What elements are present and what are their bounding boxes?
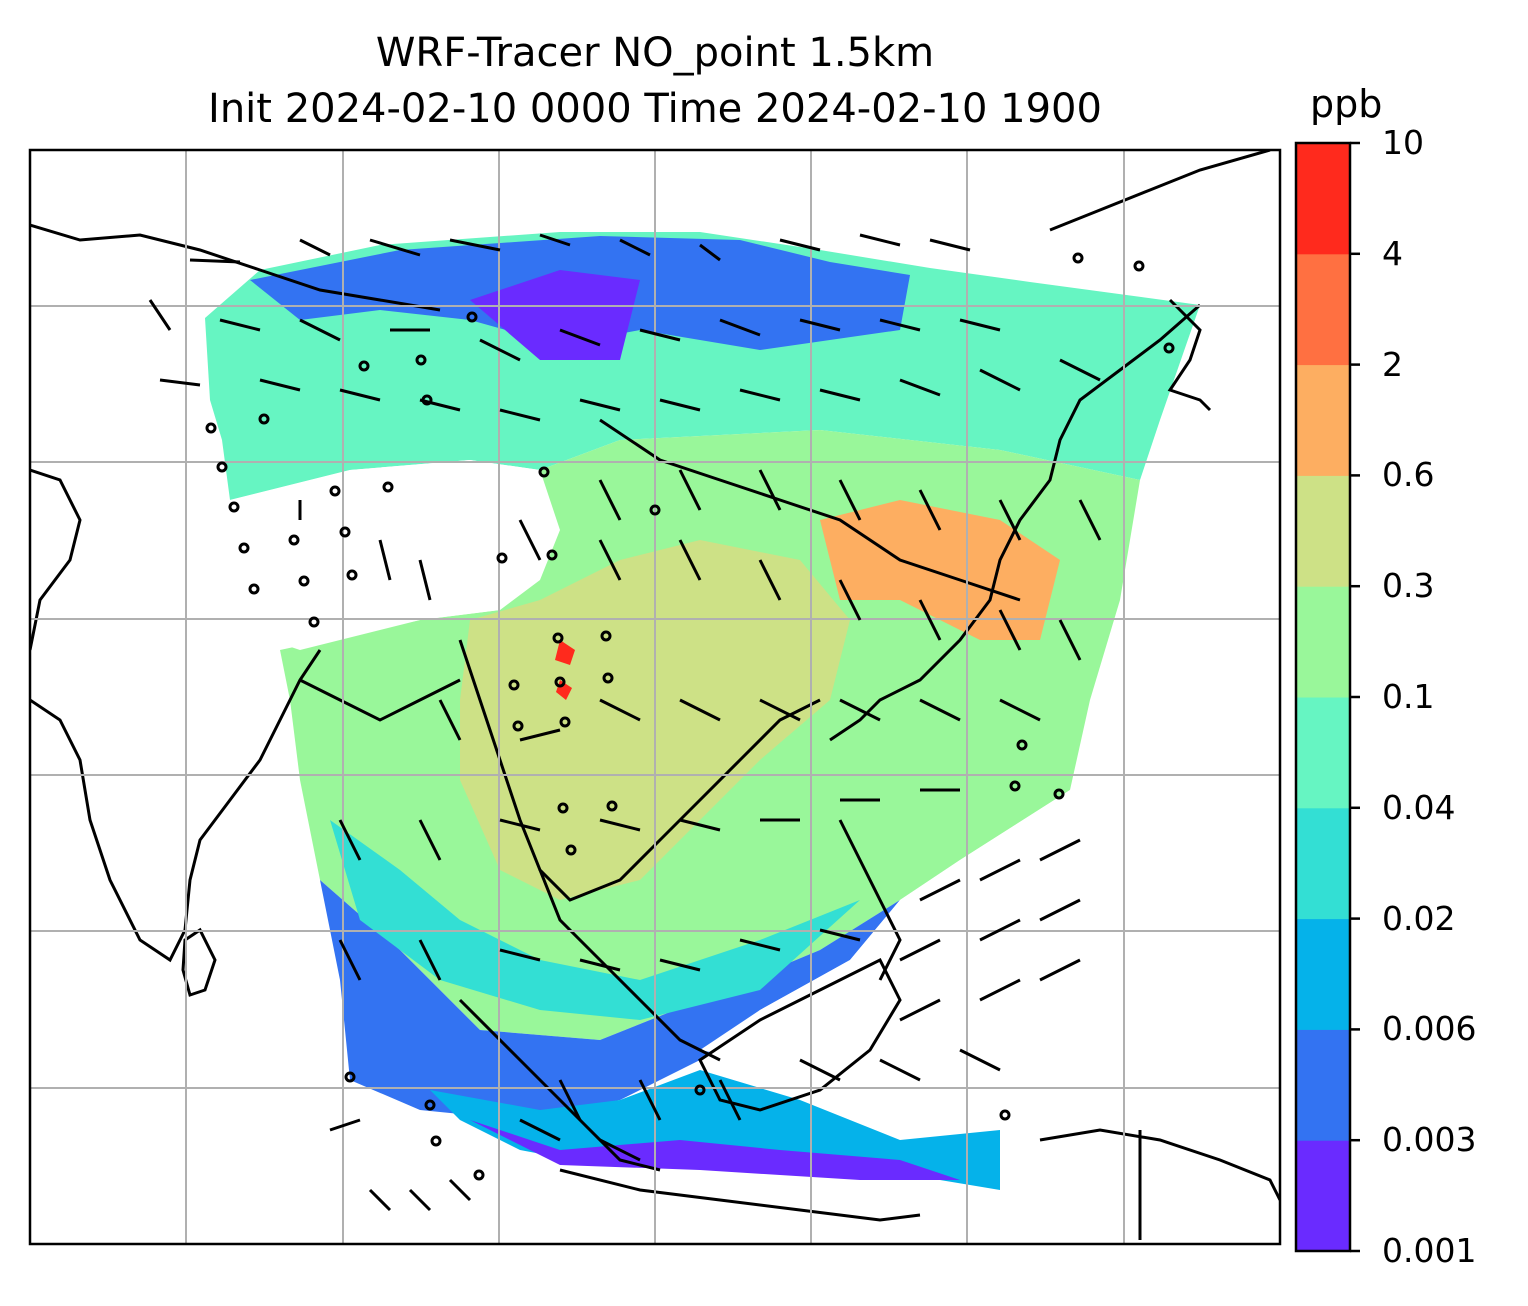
field-north-violet (470, 270, 640, 360)
colorbar-segment-5 (1296, 586, 1350, 698)
field-orange-blob (820, 500, 1060, 640)
colorbar-segment-0 (1296, 1140, 1350, 1252)
colorbar-tick-label-8: 2 (1382, 344, 1403, 384)
map-frame (28, 148, 1282, 1246)
korea-japan (1049, 150, 1271, 412)
colorbar-tick-label-4: 0.04 (1382, 787, 1456, 827)
colorbar-segment-2 (1296, 918, 1350, 1030)
mask-ocean-se (700, 790, 1090, 1100)
colorbar-tick-label-6: 0.3 (1382, 566, 1435, 606)
colorbar-segment-9 (1296, 143, 1350, 255)
chart-title-line-1: WRF-Tracer NO_point 1.5km (375, 30, 935, 76)
colorbar-tick-label-10: 10 (1382, 123, 1424, 162)
borneo (698, 957, 902, 1112)
colorbar-segment-4 (1296, 697, 1350, 809)
sri-lanka (181, 927, 217, 997)
field-southwest (300, 780, 900, 1120)
concentration-field (205, 232, 1200, 1190)
chart-title-line-2: Init 2024-02-10 0000 Time 2024-02-10 190… (208, 86, 1102, 132)
colorbar-tick-label-1: 0.003 (1382, 1120, 1477, 1160)
field-south-violet (470, 1120, 960, 1180)
wind-barbs (148, 233, 1102, 1212)
colorbar-segment-8 (1296, 253, 1350, 366)
colorbar-tick-label-9: 4 (1382, 233, 1403, 273)
central-asia-border (30, 223, 441, 312)
colorbar-segment-7 (1296, 364, 1350, 476)
java (559, 1168, 921, 1222)
colorbar-tick-label-7: 0.6 (1382, 455, 1435, 495)
philippines (838, 819, 902, 981)
colorbar (1294, 141, 1360, 1253)
colorbar-segment-3 (1296, 807, 1350, 920)
china-coast (829, 303, 1201, 742)
new-guinea (1039, 1128, 1280, 1240)
malay-peninsula (538, 869, 721, 1062)
colorbar-tick-label-5: 0.1 (1382, 677, 1435, 716)
field-southwest-light (330, 820, 860, 1020)
colorbar-segment-6 (1296, 475, 1350, 587)
indochina (458, 639, 821, 902)
colorbar-segment-1 (1296, 1029, 1350, 1141)
mask-tibet (230, 460, 560, 650)
colorbar-tick-label-2: 0.006 (1382, 1009, 1477, 1049)
colorbar-unit-label: ppb (1310, 82, 1383, 126)
calm-markers (205, 252, 1175, 1181)
colorbar-tick-label-0: 0.001 (1382, 1231, 1477, 1270)
colorbar-tick-label-3: 0.02 (1382, 898, 1456, 938)
